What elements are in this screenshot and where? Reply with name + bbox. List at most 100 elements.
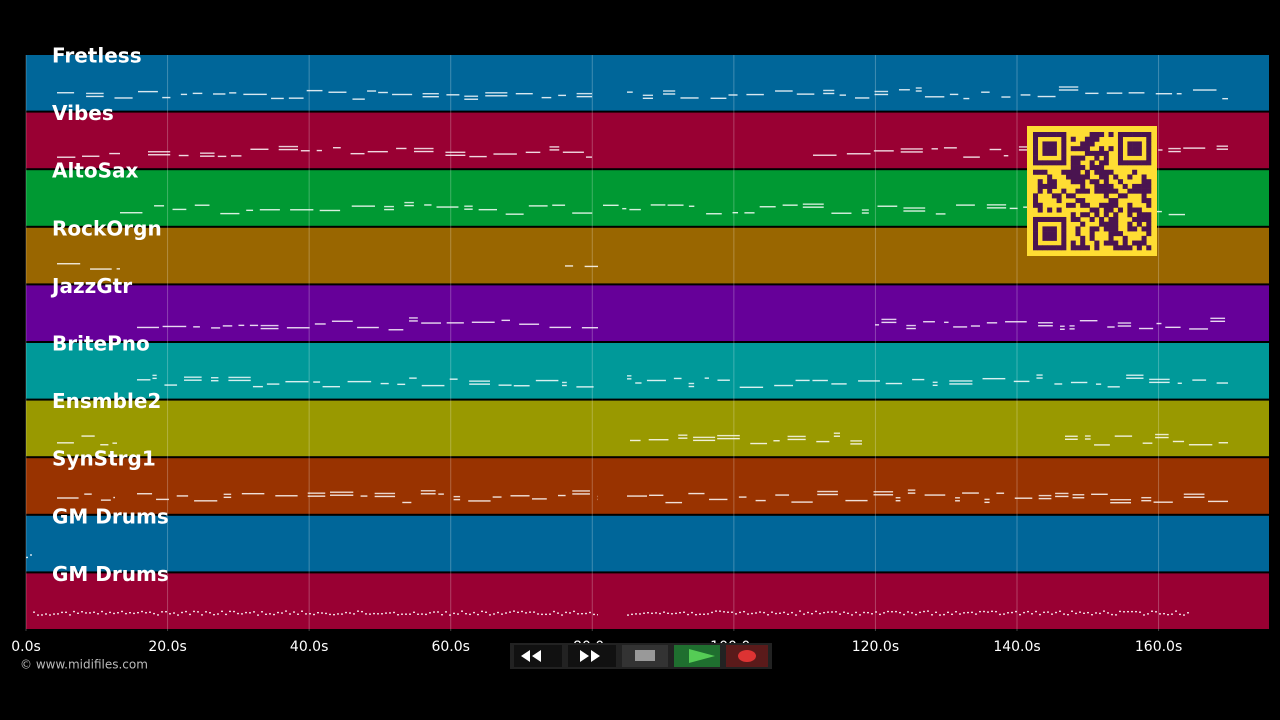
note: [873, 491, 894, 493]
note: [437, 611, 439, 613]
note: [823, 92, 835, 95]
qr-module: [1146, 188, 1152, 194]
qr-module: [1070, 212, 1076, 218]
qr-module: [1061, 169, 1067, 175]
note: [325, 612, 327, 615]
qr-module: [1117, 193, 1123, 199]
qr-module: [1061, 231, 1067, 237]
note: [956, 204, 975, 206]
play-button[interactable]: [674, 645, 720, 667]
note: [228, 379, 251, 382]
qr-module: [1080, 235, 1086, 241]
note: [464, 98, 479, 100]
note: [981, 91, 990, 93]
note: [1027, 610, 1029, 613]
note: [963, 97, 970, 100]
note: [252, 385, 263, 388]
note: [585, 612, 587, 615]
rewind-button[interactable]: [514, 645, 562, 667]
qr-module: [1103, 160, 1109, 166]
note: [53, 613, 55, 615]
x-tick-label: 120.0s: [852, 639, 899, 655]
note: [1165, 326, 1181, 329]
note: [710, 97, 727, 99]
qr-module: [1042, 226, 1048, 232]
note: [1183, 614, 1185, 616]
note: [217, 613, 219, 615]
qr-module: [1047, 132, 1053, 138]
note: [627, 614, 629, 616]
qr-module: [1099, 150, 1105, 156]
qr-module: [1051, 150, 1057, 156]
note: [1159, 613, 1161, 615]
note: [850, 443, 862, 445]
note: [421, 322, 442, 324]
note: [245, 611, 247, 614]
qr-module: [1089, 235, 1095, 241]
qr-module: [1056, 207, 1062, 213]
note: [715, 610, 717, 612]
qr-module: [1051, 231, 1057, 237]
note: [867, 611, 869, 614]
note: [665, 501, 683, 504]
qr-module: [1033, 150, 1039, 156]
record-button[interactable]: [726, 645, 768, 667]
note: [457, 613, 459, 615]
qr-module: [1141, 198, 1147, 204]
note: [807, 611, 809, 614]
qr-module: [1089, 165, 1095, 171]
qr-module: [1061, 141, 1067, 147]
note: [260, 324, 279, 327]
qr-module: [1141, 160, 1147, 166]
note: [513, 385, 530, 387]
qr-module: [1056, 160, 1062, 166]
qr-module: [1113, 245, 1119, 251]
note: [367, 90, 377, 92]
note: [125, 612, 127, 615]
stop-button[interactable]: [622, 645, 668, 667]
note: [121, 610, 123, 613]
qr-module: [1146, 216, 1152, 222]
note: [959, 613, 961, 615]
qr-module: [1108, 221, 1114, 227]
note: [812, 379, 828, 382]
qr-module: [1117, 179, 1123, 185]
note: [1117, 322, 1132, 324]
qr-module: [1033, 226, 1039, 232]
qr-module: [1084, 150, 1090, 156]
qr-module: [1089, 132, 1095, 138]
note: [1210, 317, 1226, 320]
lane: [26, 285, 1269, 341]
qr-module: [1113, 221, 1119, 227]
note: [501, 319, 510, 322]
x-tick-label: 140.0s: [993, 639, 1040, 655]
note: [1153, 501, 1173, 503]
note: [791, 611, 793, 614]
note: [719, 610, 721, 612]
qr-module: [1080, 198, 1086, 204]
qr-module: [1122, 183, 1128, 189]
note: [61, 611, 63, 614]
qr-module: [1089, 216, 1095, 222]
note: [683, 611, 685, 613]
qr-module: [1132, 141, 1138, 147]
copyright: © www.midifiles.com: [20, 658, 148, 672]
note: [26, 556, 28, 559]
forward-button[interactable]: [568, 645, 616, 667]
note: [1208, 500, 1228, 503]
qr-module: [1127, 146, 1133, 152]
note: [877, 205, 898, 207]
qr-module: [1042, 146, 1048, 152]
qr-module: [1061, 221, 1067, 227]
note: [774, 384, 794, 387]
qr-module: [1136, 160, 1142, 166]
note: [562, 151, 584, 153]
qr-module: [1122, 245, 1128, 251]
qr-module: [1132, 188, 1138, 194]
note: [1167, 613, 1169, 616]
qr-module: [1108, 207, 1114, 213]
note: [819, 612, 821, 615]
qr-module: [1089, 160, 1095, 166]
qr-module: [1070, 174, 1076, 180]
note: [148, 151, 171, 153]
